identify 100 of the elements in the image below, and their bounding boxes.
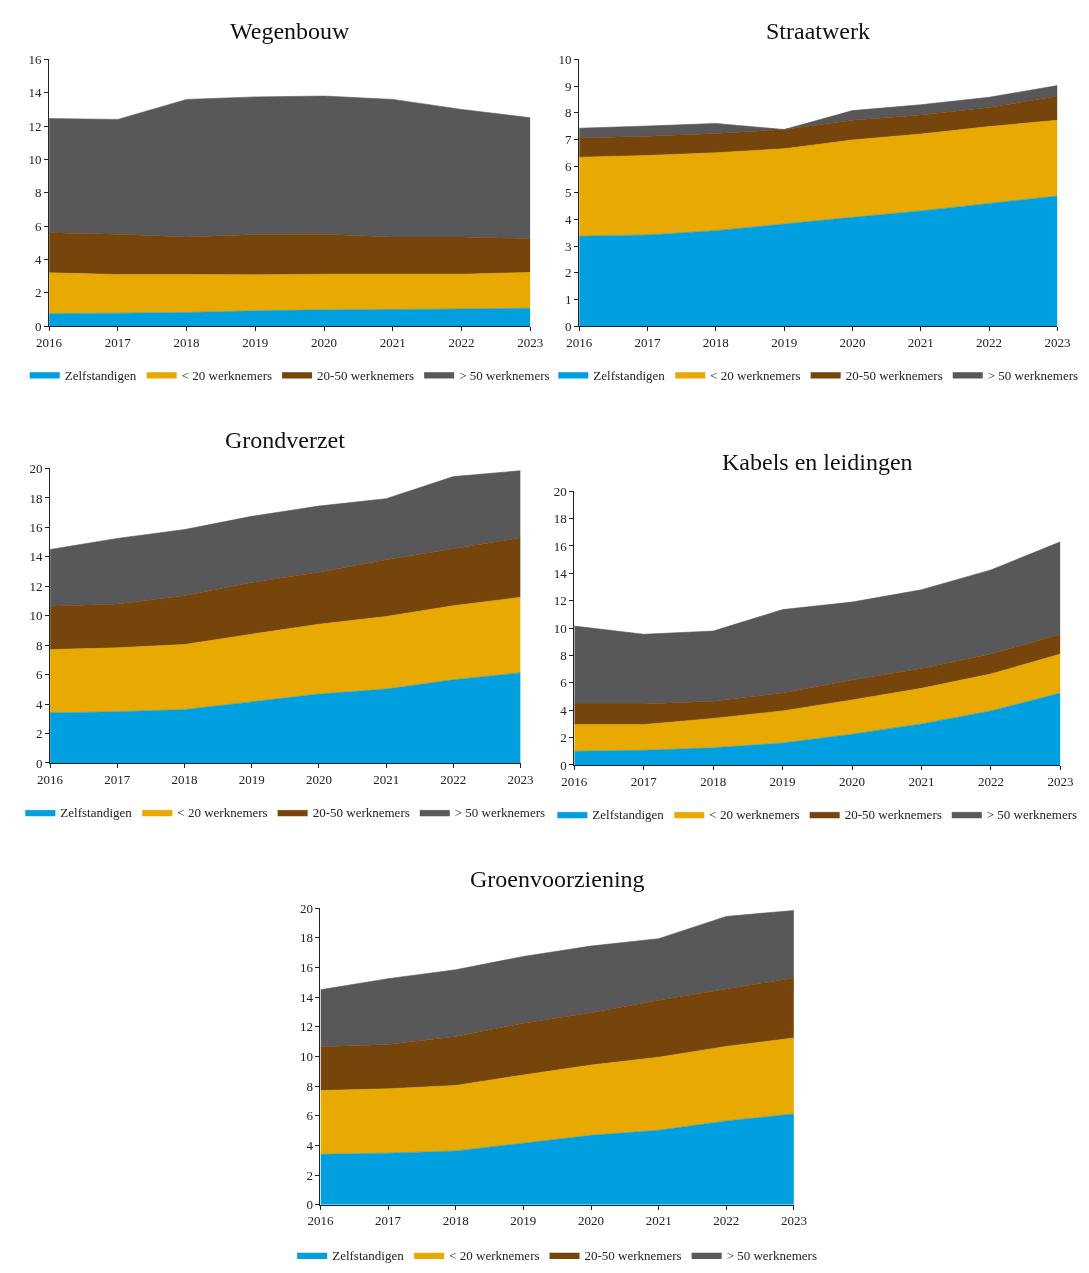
y-tick-label: 10	[29, 608, 43, 624]
x-tick-label: 2022	[713, 1213, 740, 1229]
y-tick-label: 1	[565, 292, 572, 308]
x-tick-label: 2022	[440, 771, 467, 787]
y-tick-label: 4	[35, 252, 43, 268]
legend-label: Zelfstandigen	[592, 807, 665, 823]
legend-label: < 20 werknemers	[709, 807, 800, 823]
y-tick-label: 12	[28, 118, 42, 134]
x-tick-label: 2019	[771, 334, 798, 350]
y-tick-label: 18	[299, 930, 313, 946]
x-tick-label: 2019	[510, 1213, 537, 1229]
x-tick-label: 2022	[977, 773, 1004, 789]
x-tick-label: 2023	[1044, 334, 1071, 350]
x-tick-label: 2018	[442, 1213, 469, 1229]
y-tick-label: 18	[29, 490, 43, 506]
x-tick-label: 2018	[700, 773, 727, 789]
y-tick-label: 6	[35, 667, 43, 683]
chart-title: Kabels en leidingen	[722, 449, 913, 475]
x-tick-label: 2017	[375, 1213, 402, 1229]
y-tick-label: 8	[565, 105, 572, 121]
x-tick-label: 2022	[976, 334, 1003, 350]
legend-label: Zelfstandigen	[332, 1248, 405, 1264]
y-tick-label: 16	[28, 51, 43, 67]
y-tick-label: 0	[565, 318, 572, 334]
y-tick-label: 6	[565, 158, 573, 174]
y-tick-label: 14	[299, 989, 314, 1005]
y-tick-label: 12	[299, 1019, 313, 1035]
x-tick-label: 2016	[37, 771, 64, 787]
y-tick-label: 12	[553, 593, 567, 609]
y-tick-label: 14	[29, 549, 43, 565]
y-tick-label: 8	[35, 637, 43, 653]
y-tick-label: 16	[553, 538, 568, 554]
legend-label: 20-50 werknemers	[584, 1248, 682, 1264]
y-tick-label: 9	[565, 78, 572, 94]
legend-label: < 20 werknemers	[710, 367, 801, 383]
y-tick-label: 20	[299, 900, 313, 916]
y-tick-label: 2	[35, 726, 43, 742]
legend-label: > 50 werknemers	[726, 1248, 817, 1264]
y-tick-label: 0	[35, 318, 42, 334]
x-tick-label: 2020	[305, 771, 332, 787]
legend-label: > 50 werknemers	[454, 805, 546, 821]
x-tick-label: 2023	[517, 334, 544, 350]
chart-title: Straatwerk	[766, 18, 870, 44]
legend-label: 20-50 werknemers	[844, 807, 942, 823]
x-tick-label: 2020	[311, 334, 338, 350]
x-tick-label: 2020	[839, 334, 866, 350]
x-tick-label: 2023	[780, 1213, 807, 1229]
legend-label: 20-50 werknemers	[312, 805, 410, 821]
x-tick-label: 2016	[307, 1213, 334, 1229]
chart-title: Grondverzet	[225, 427, 346, 453]
legend-label: 20-50 werknemers	[845, 367, 943, 383]
chart-title: Groenvoorziening	[470, 866, 645, 892]
legend-label: < 20 werknemers	[181, 367, 273, 383]
y-tick-label: 10	[558, 51, 572, 67]
y-tick-label: 6	[35, 218, 43, 234]
y-tick-label: 2	[35, 285, 42, 301]
legend-label: > 50 werknemers	[459, 367, 550, 383]
x-tick-label: 2021	[907, 334, 934, 350]
y-tick-label: 0	[560, 757, 567, 773]
legend-label: Zelfstandigen	[60, 805, 133, 821]
x-tick-label: 2019	[238, 771, 265, 787]
x-tick-label: 2017	[634, 334, 661, 350]
y-tick-label: 4	[35, 696, 43, 712]
y-tick-label: 7	[565, 131, 573, 147]
legend-label: < 20 werknemers	[449, 1248, 540, 1264]
y-tick-label: 6	[560, 675, 568, 691]
legend-label: > 50 werknemers	[987, 367, 1079, 383]
y-tick-label: 16	[299, 960, 314, 976]
x-tick-label: 2016	[566, 334, 593, 350]
legend-label: Zelfstandigen	[593, 367, 666, 383]
x-tick-label: 2019	[242, 334, 269, 350]
x-tick-label: 2021	[379, 334, 406, 350]
x-tick-label: 2023	[1047, 773, 1074, 789]
y-tick-label: 2	[306, 1167, 313, 1183]
y-tick-label: 14	[553, 565, 568, 581]
legend-label: < 20 werknemers	[177, 805, 268, 821]
x-tick-label: 2023	[507, 771, 534, 787]
y-tick-label: 0	[306, 1197, 313, 1213]
x-tick-label: 2018	[702, 334, 729, 350]
x-tick-label: 2021	[373, 771, 400, 787]
y-tick-label: 4	[565, 212, 573, 228]
x-tick-label: 2019	[769, 773, 796, 789]
x-tick-label: 2020	[839, 773, 866, 789]
y-tick-label: 6	[306, 1108, 314, 1124]
legend-label: > 50 werknemers	[986, 807, 1078, 823]
chart-title: Wegenbouw	[230, 18, 351, 44]
y-tick-label: 10	[553, 620, 567, 636]
y-tick-label: 8	[35, 185, 42, 201]
y-tick-label: 8	[306, 1078, 313, 1094]
y-tick-label: 18	[553, 511, 567, 527]
x-tick-label: 2018	[171, 771, 198, 787]
x-tick-label: 2021	[908, 773, 935, 789]
y-tick-label: 5	[565, 185, 572, 201]
x-tick-label: 2021	[645, 1213, 672, 1229]
x-tick-label: 2018	[173, 334, 200, 350]
y-tick-label: 20	[29, 461, 43, 477]
y-tick-label: 10	[28, 151, 42, 167]
x-tick-label: 2017	[630, 773, 658, 789]
x-tick-label: 2020	[578, 1213, 605, 1229]
legend-label: 20-50 werknemers	[317, 367, 415, 383]
